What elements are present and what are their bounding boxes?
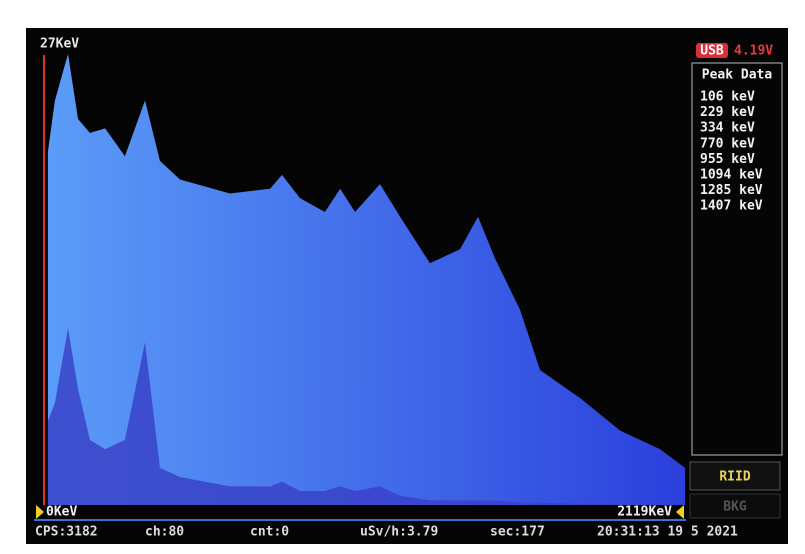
peak-value: 1407 keV [700, 199, 763, 214]
status-item: 20:31:13 19 5 2021 [597, 525, 738, 540]
bkg-label[interactable]: BKG [723, 500, 747, 515]
x-start-label: 0KeV [46, 505, 77, 520]
x-end-label: 2119KeV [617, 505, 672, 520]
peak-value: 106 keV [700, 90, 755, 105]
peak-value: 334 keV [700, 121, 755, 136]
peak-value: 1285 keV [700, 183, 763, 198]
status-item: sec:177 [490, 525, 545, 540]
peak-title: Peak Data [702, 68, 773, 83]
status-item: uSv/h:3.79 [360, 525, 438, 540]
riid-label[interactable]: RIID [719, 470, 750, 485]
peak-value: 1094 keV [700, 168, 763, 183]
photo: 27KeV USB 4.19V Peak Data 106 keV229 keV… [0, 0, 805, 554]
battery: 4.19V [734, 44, 773, 59]
status-item: ch:80 [145, 525, 184, 540]
peak-value: 229 keV [700, 105, 755, 120]
peak-value: 770 keV [700, 136, 755, 151]
peak-value: 955 keV [700, 152, 755, 167]
status-item: CPS:3182 [35, 525, 98, 540]
y-top-label: 27KeV [40, 37, 79, 52]
usb-label: USB [700, 44, 724, 59]
status-item: cnt:0 [250, 525, 289, 540]
